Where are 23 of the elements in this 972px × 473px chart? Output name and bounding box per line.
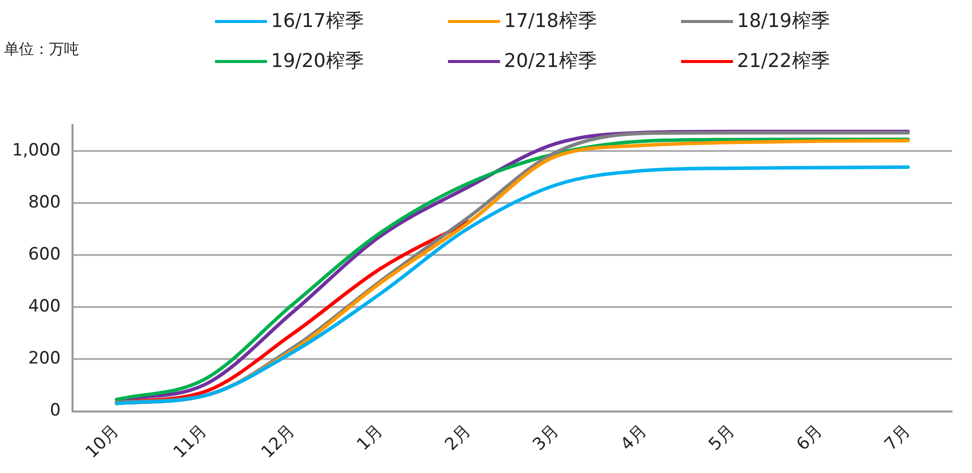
y-tick-label: 1,000	[12, 140, 61, 160]
y-axis-title: 单位：万吨	[4, 40, 79, 59]
legend-label: 19/20榨季	[271, 49, 364, 74]
y-tick-label: 0	[50, 400, 61, 421]
x-tick-label: 10月	[82, 420, 124, 462]
x-tick-label: 1月	[353, 420, 388, 455]
legend-label: 17/18榨季	[504, 9, 597, 34]
legend-label: 18/19榨季	[737, 9, 830, 34]
legend-label: 16/17榨季	[271, 9, 364, 34]
y-tick-label: 800	[28, 192, 61, 212]
x-tick-label: 5月	[705, 420, 739, 455]
x-tick-label: 7月	[880, 420, 915, 455]
x-tick-label: 12月	[258, 420, 300, 462]
x-tick-label: 4月	[617, 420, 651, 455]
x-tick-label: 2月	[441, 420, 476, 455]
y-tick-label: 600	[28, 244, 61, 265]
legend-label: 20/21榨季	[504, 49, 597, 74]
y-tick-label: 400	[28, 296, 61, 317]
x-tick-label: 6月	[792, 420, 827, 455]
x-tick-label: 3月	[529, 420, 563, 455]
y-tick-label: 200	[28, 348, 61, 369]
legend-label: 21/22榨季	[737, 49, 830, 74]
x-tick-label: 11月	[170, 420, 212, 462]
